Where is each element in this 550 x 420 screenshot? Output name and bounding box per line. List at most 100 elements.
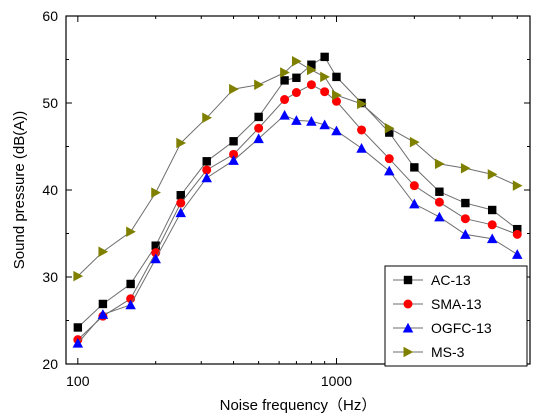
data-point-sma-13: [320, 87, 330, 97]
data-point-sma-13: [306, 80, 316, 90]
data-point-sma-13: [280, 95, 290, 105]
legend: AC-13 SMA-13 OGFC-13 MS-3: [384, 265, 528, 367]
data-point-ms-3: [202, 112, 212, 124]
data-point-ac-13: [254, 112, 263, 122]
data-point-ms-3: [176, 137, 187, 149]
data-point-ms-3: [332, 89, 342, 101]
data-point-ac-13: [461, 198, 470, 208]
data-point-sma-13: [384, 154, 394, 164]
data-point-ogfc-13: [409, 198, 420, 209]
y-axis-title: Sound pressure (dB(A)): [11, 111, 28, 269]
data-point-ms-3: [291, 55, 302, 67]
data-point-ms-3: [512, 180, 523, 191]
legend-marker-ogfc-13: [402, 322, 414, 333]
data-point-ms-3: [229, 83, 239, 95]
data-point-ogfc-13: [228, 155, 239, 165]
y-tick-label: 50: [42, 95, 58, 111]
data-point-sma-13: [202, 165, 212, 175]
y-tick-label: 30: [42, 269, 58, 285]
plot-series: [72, 52, 523, 348]
data-point-ms-3: [357, 98, 367, 110]
data-point-sma-13: [409, 181, 419, 191]
data-point-ogfc-13: [434, 211, 445, 222]
data-point-ac-13: [202, 157, 211, 166]
data-point-ac-13: [435, 187, 444, 196]
data-point-ogfc-13: [384, 165, 395, 176]
data-point-ac-13: [332, 72, 341, 82]
data-point-ogfc-13: [331, 125, 342, 136]
y-tick-label: 20: [42, 356, 58, 372]
data-point-sma-13: [357, 125, 367, 135]
data-point-ogfc-13: [279, 109, 290, 120]
data-point-sma-13: [512, 229, 522, 239]
data-point-sma-13: [487, 220, 497, 230]
series-ac-13: [73, 52, 522, 332]
legend-label-ms-3: MS-3: [431, 344, 465, 360]
data-point-ms-3: [320, 71, 330, 83]
data-point-ms-3: [409, 136, 420, 148]
data-point-sma-13: [291, 88, 301, 98]
data-point-ogfc-13: [306, 116, 317, 126]
data-point-sma-13: [460, 214, 470, 224]
data-point-ogfc-13: [486, 233, 498, 244]
series-ms-3: [73, 55, 523, 282]
data-point-ac-13: [513, 224, 522, 234]
legend-label-ac-13: AC-13: [431, 272, 471, 288]
data-point-ogfc-13: [175, 207, 187, 218]
legend-label-sma-13: SMA-13: [431, 296, 482, 312]
data-point-ms-3: [487, 169, 498, 180]
data-point-ms-3: [98, 246, 109, 258]
data-point-ogfc-13: [512, 249, 523, 259]
data-point-ac-13: [176, 191, 185, 200]
data-point-ms-3: [151, 187, 161, 198]
y-tick-label: 40: [42, 182, 58, 198]
legend-marker-ms-3: [403, 346, 414, 358]
data-point-ac-13: [73, 323, 83, 332]
data-point-ac-13: [151, 241, 160, 250]
data-point-ogfc-13: [291, 115, 302, 125]
legend-marker-sma-13: [403, 299, 413, 309]
data-point-ms-3: [254, 79, 264, 90]
data-point-ogfc-13: [201, 172, 212, 183]
data-point-sma-13: [176, 198, 186, 208]
data-point-ogfc-13: [356, 142, 367, 153]
data-point-ms-3: [126, 226, 136, 238]
data-point-ms-3: [460, 163, 471, 174]
data-point-ogfc-13: [97, 309, 109, 319]
y-tick-label: 60: [42, 8, 58, 24]
data-point-ogfc-13: [319, 119, 330, 130]
data-point-sma-13: [254, 123, 264, 133]
data-point-ogfc-13: [125, 299, 136, 310]
x-axis-title: Noise frequency（Hz）: [220, 397, 377, 414]
data-point-ac-13: [488, 205, 497, 215]
data-point-ac-13: [385, 128, 394, 137]
data-point-ogfc-13: [72, 337, 84, 348]
data-point-ac-13: [292, 73, 301, 82]
data-point-ogfc-13: [460, 229, 471, 239]
data-point-sma-13: [229, 149, 239, 159]
series-ogfc-13: [72, 109, 523, 348]
data-point-ms-3: [434, 158, 445, 170]
data-point-ms-3: [280, 67, 290, 78]
legend-marker-ac-13: [403, 275, 413, 285]
x-tick-label: 1000: [321, 373, 352, 389]
legend-label-ogfc-13: OGFC-13: [431, 320, 492, 336]
series-line-sma-13: [77, 84, 518, 341]
x-tick-label: 100: [66, 373, 90, 389]
data-point-ms-3: [73, 270, 84, 282]
series-line-ogfc-13: [77, 114, 518, 344]
data-point-ogfc-13: [150, 253, 161, 264]
axes: 20 30 40 50 60 100 1000: [42, 8, 531, 389]
data-point-ms-3: [384, 122, 395, 134]
data-point-ac-13: [410, 163, 419, 172]
data-point-ogfc-13: [253, 133, 264, 144]
data-point-ac-13: [307, 60, 316, 69]
data-point-ms-3: [306, 64, 317, 76]
data-point-sma-13: [434, 197, 444, 207]
data-point-ac-13: [229, 137, 238, 146]
data-point-ac-13: [126, 279, 135, 289]
data-point-ac-13: [98, 299, 108, 309]
data-point-ac-13: [320, 52, 329, 62]
data-point-ac-13: [280, 76, 289, 85]
